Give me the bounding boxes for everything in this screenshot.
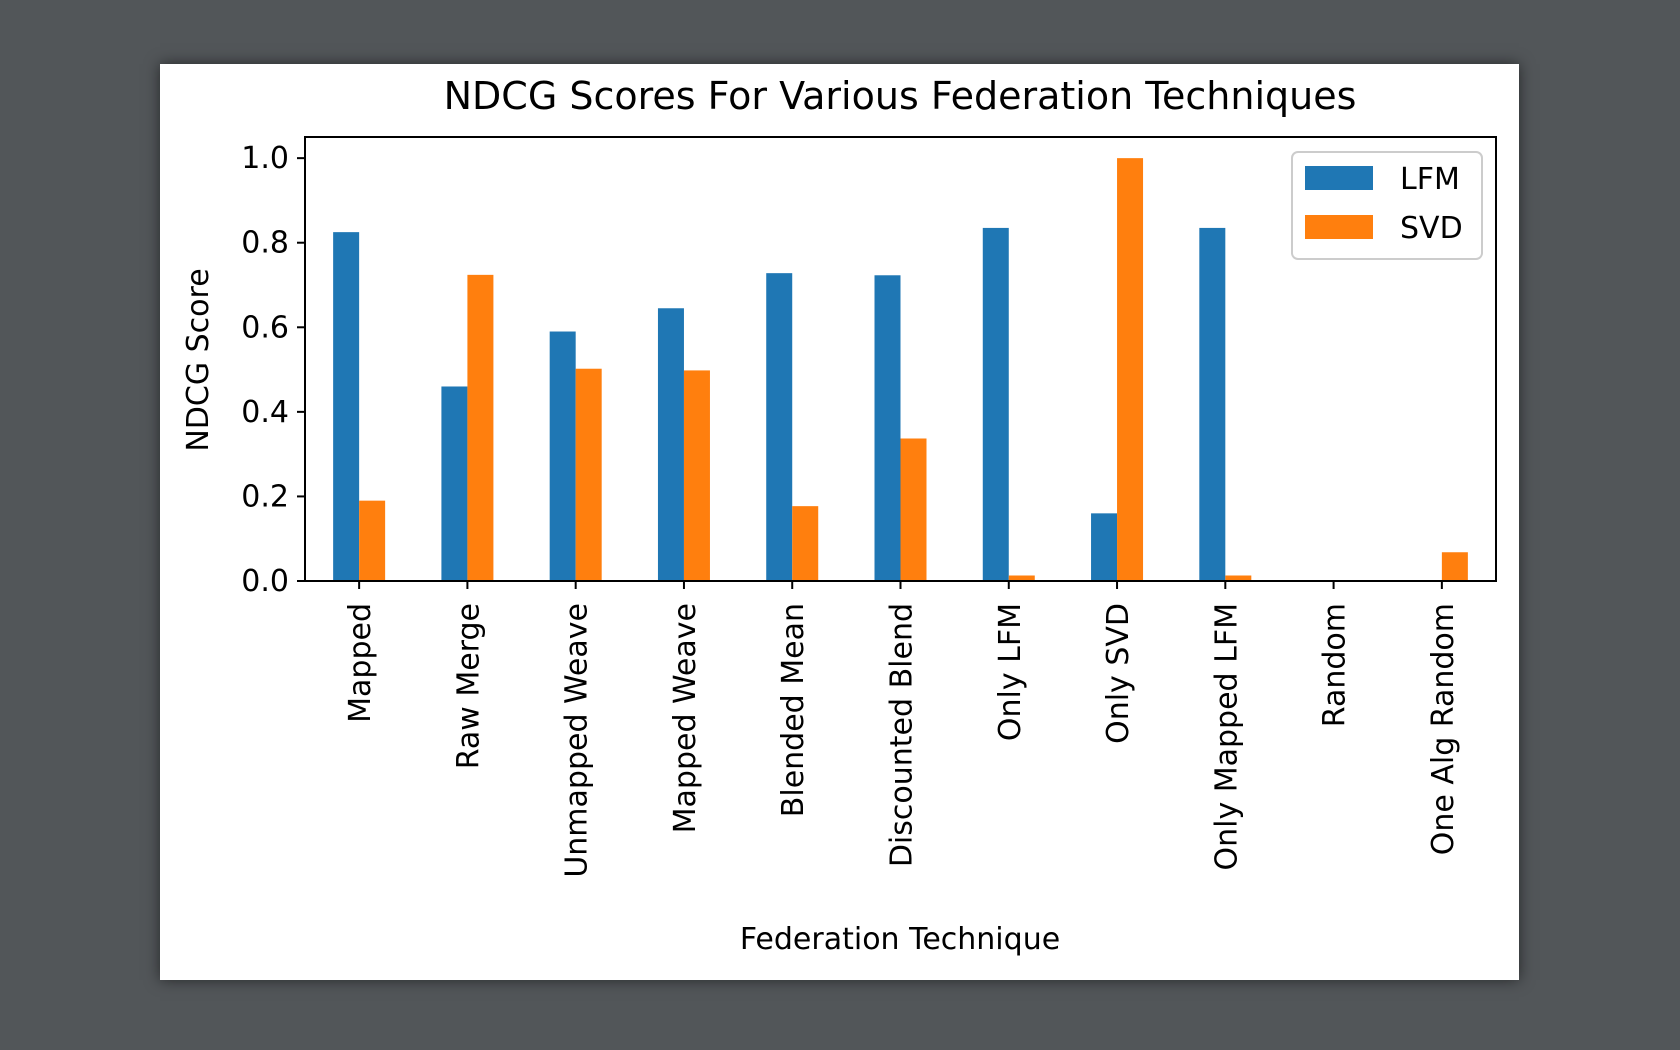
bar-svd xyxy=(575,368,602,581)
bar-svd xyxy=(1225,575,1252,581)
chart-page: NDCG Scores For Various Federation Techn… xyxy=(160,64,1519,980)
x-tick-label: Only LFM xyxy=(993,603,1028,741)
x-tick-label: Only SVD xyxy=(1101,603,1136,744)
x-tick-label: Only Mapped LFM xyxy=(1209,603,1244,871)
legend-swatch-lfm xyxy=(1305,166,1373,190)
y-tick-label: 1.0 xyxy=(241,141,289,176)
y-tick-label: 0.0 xyxy=(241,564,289,599)
bar-svd xyxy=(467,274,494,581)
x-tick-label: Unmapped Weave xyxy=(560,603,595,878)
x-tick-label: Random xyxy=(1318,603,1353,727)
bar-lfm xyxy=(441,386,468,581)
y-tick-label: 0.2 xyxy=(241,479,289,514)
bar-lfm xyxy=(657,308,684,581)
x-tick-label: Discounted Blend xyxy=(885,603,920,867)
bar-svd xyxy=(792,506,819,581)
legend-label-svd: SVD xyxy=(1400,211,1463,246)
bar-svd xyxy=(1008,575,1035,581)
bar-lfm xyxy=(1199,227,1226,581)
bar-svd xyxy=(359,500,386,581)
y-tick-label: 0.4 xyxy=(241,395,289,430)
legend-swatch-svd xyxy=(1305,215,1373,239)
bar-lfm xyxy=(1091,513,1118,581)
x-tick-label: Mapped Weave xyxy=(668,603,703,833)
bar-lfm xyxy=(874,275,901,581)
y-tick-label: 0.6 xyxy=(241,310,289,345)
bar-lfm xyxy=(766,273,793,581)
x-tick-label: Mapped xyxy=(343,603,378,723)
bar-svd xyxy=(683,370,710,581)
bar-lfm xyxy=(982,227,1009,581)
x-tick-label: Blended Mean xyxy=(776,603,811,817)
x-tick-label: Raw Merge xyxy=(451,603,486,769)
legend-label-lfm: LFM xyxy=(1400,162,1460,197)
y-tick-label: 0.8 xyxy=(241,226,289,261)
x-axis-label: Federation Technique xyxy=(740,922,1060,957)
bar-lfm xyxy=(333,232,360,581)
y-axis-label: NDCG Score xyxy=(181,268,216,451)
chart: NDCG Scores For Various Federation Techn… xyxy=(181,74,1497,957)
bar-lfm xyxy=(549,331,576,581)
chart-title: NDCG Scores For Various Federation Techn… xyxy=(444,74,1357,118)
bar-svd xyxy=(1117,158,1144,581)
bar-svd xyxy=(900,438,927,581)
x-tick-label: One Alg Random xyxy=(1426,603,1461,855)
bar-svd xyxy=(1441,552,1468,581)
